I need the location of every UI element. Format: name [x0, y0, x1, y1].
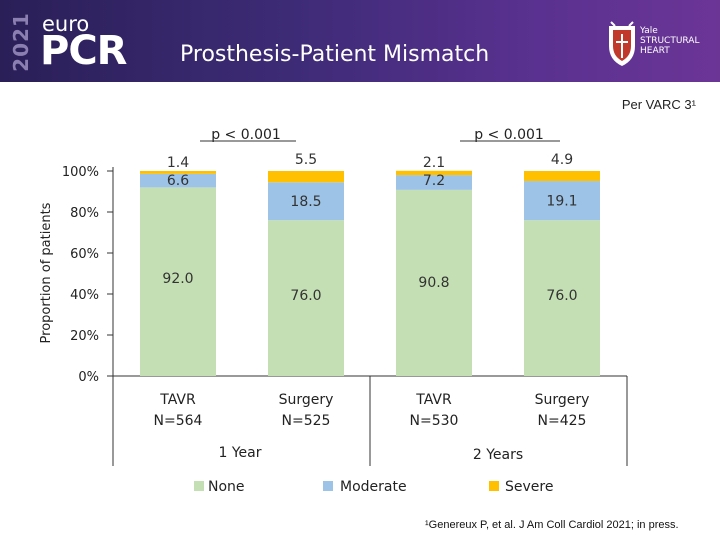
bar-label-severe: 2.1 — [423, 155, 445, 171]
group-label: 1 Year — [219, 445, 262, 461]
bar-severe — [140, 171, 216, 174]
y-tick-label: 20% — [70, 329, 99, 344]
yale-structural-heart-logo: Yale STRUCTURAL HEART — [640, 26, 700, 56]
group-label: 2 Years — [473, 447, 523, 463]
p-value-label: p < 0.001 — [211, 127, 281, 143]
logo-euro: euro — [42, 12, 90, 36]
bar-none — [396, 189, 472, 376]
bar-label-none: 76.0 — [546, 288, 577, 304]
varc-note: Per VARC 3¹ — [621, 97, 696, 112]
category-n-label: N=564 — [154, 413, 203, 429]
p-value-label: p < 0.001 — [474, 127, 544, 143]
y-tick-label: 100% — [62, 165, 99, 180]
y-tick-label: 80% — [70, 206, 99, 221]
logo-pcr: PCR — [40, 28, 127, 74]
footnote: ¹Genereux P, et al. J Am Coll Cardiol 20… — [425, 519, 679, 531]
bar-label-moderate: 18.5 — [290, 194, 321, 210]
bar-moderate — [268, 182, 344, 221]
bar-moderate — [396, 175, 472, 190]
legend-label-none: None — [208, 479, 245, 495]
bar-label-severe: 4.9 — [551, 152, 573, 168]
bar-label-severe: 1.4 — [167, 155, 189, 171]
header-banner: 2021 euro PCR Prosthesis-Patient Mismatc… — [0, 0, 720, 82]
bar-none — [268, 220, 344, 376]
bar-moderate — [524, 181, 600, 221]
bar-severe — [268, 171, 344, 183]
legend-swatch-moderate — [323, 481, 333, 491]
y-tick-label: 60% — [70, 247, 99, 262]
category-label: Surgery — [279, 392, 334, 408]
bar-label-moderate: 6.6 — [167, 173, 189, 189]
y-tick-label: 0% — [78, 370, 99, 385]
legend-swatch-severe — [489, 481, 499, 491]
bar-none — [140, 187, 216, 376]
bar-severe — [396, 170, 472, 176]
category-label: TAVR — [159, 392, 196, 408]
bar-label-none: 90.8 — [418, 275, 449, 291]
slide-title: Prosthesis-Patient Mismatch — [180, 42, 490, 67]
bar-none — [524, 220, 600, 376]
category-n-label: N=525 — [282, 413, 331, 429]
category-label: TAVR — [415, 392, 452, 408]
bar-label-moderate: 7.2 — [423, 173, 445, 189]
legend-swatch-none — [194, 481, 204, 491]
legend-label-moderate: Moderate — [340, 479, 407, 495]
category-n-label: N=530 — [410, 413, 459, 429]
bar-moderate — [140, 173, 216, 188]
category-n-label: N=425 — [538, 413, 587, 429]
yale-crest-icon — [609, 21, 635, 66]
bar-label-none: 92.0 — [162, 271, 193, 287]
bar-label-severe: 5.5 — [295, 152, 317, 168]
y-tick-label: 40% — [70, 288, 99, 303]
bar-label-moderate: 19.1 — [546, 194, 577, 210]
category-label: Surgery — [535, 392, 590, 408]
bar-label-none: 76.0 — [290, 288, 321, 304]
bar-severe — [524, 171, 600, 182]
y-axis-title: Proportion of patients — [39, 202, 54, 343]
legend-label-severe: Severe — [505, 479, 553, 495]
